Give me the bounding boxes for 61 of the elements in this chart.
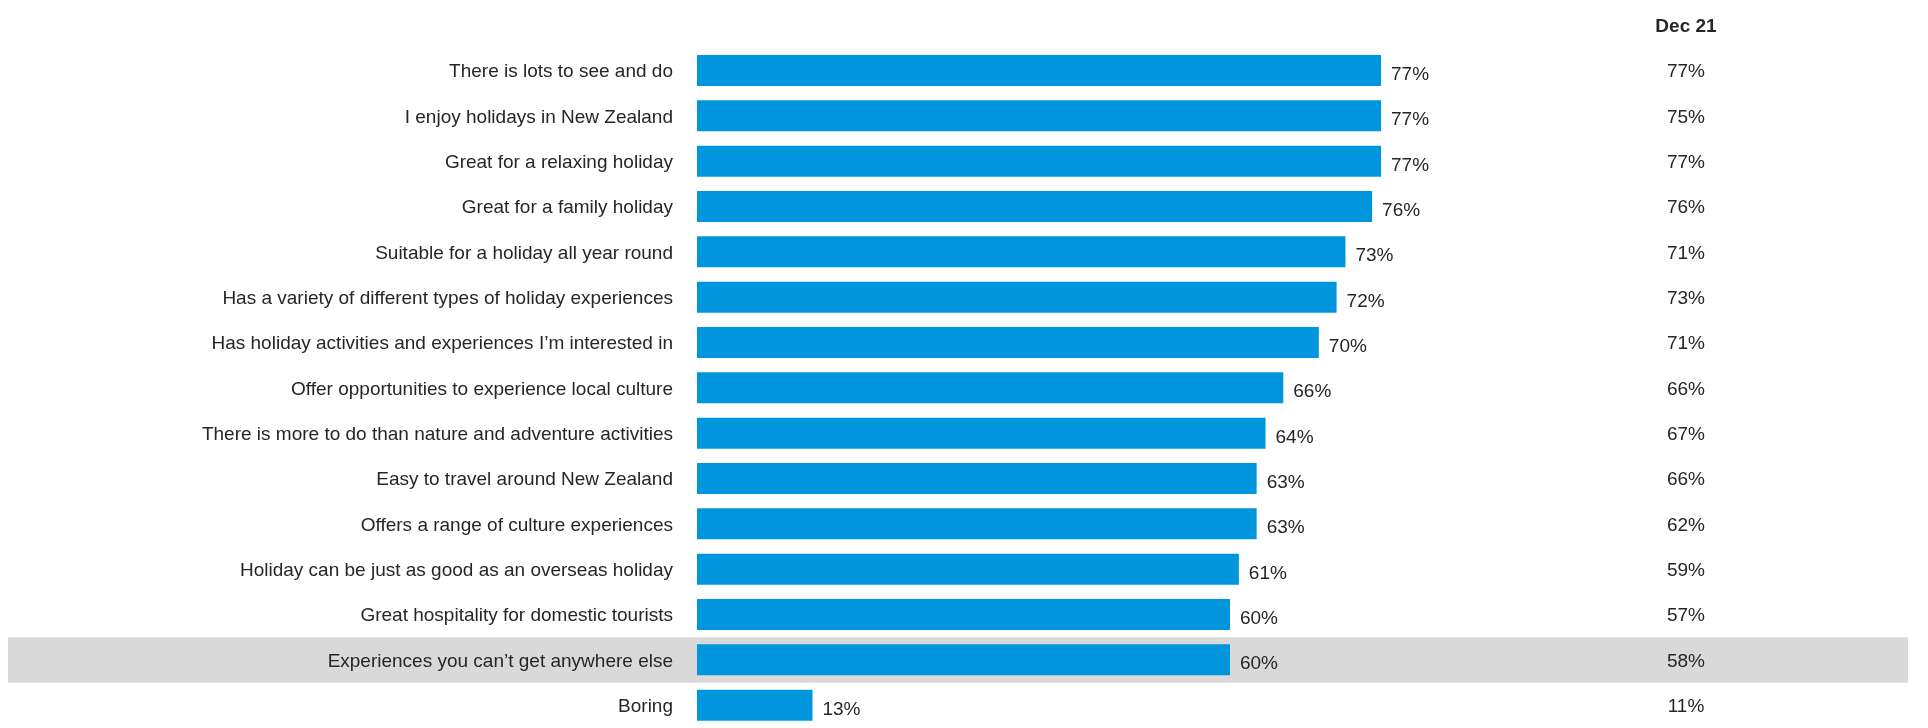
data-label: 75% <box>1666 105 1706 127</box>
bar <box>697 463 1257 494</box>
y-tick-label: Great for a relaxing holiday <box>444 151 674 173</box>
data-label: 77% <box>1666 150 1706 172</box>
data-label: 77% <box>1391 153 1430 175</box>
data-label: 70% <box>1328 335 1367 357</box>
y-tick-label: Offers a range of culture experiences <box>360 513 673 535</box>
bar <box>697 281 1337 313</box>
y-tick-label: Suitable for a holiday all year round <box>375 241 673 263</box>
data-label: 73% <box>1666 286 1706 308</box>
data-label: 72% <box>1346 289 1385 311</box>
bar <box>697 689 813 721</box>
bar <box>697 327 1319 358</box>
y-tick-label: Has holiday activities and experiences I’m interested in <box>211 332 673 354</box>
data-label: 11% <box>1667 694 1705 716</box>
bar <box>697 145 1381 177</box>
data-label: 66% <box>1666 377 1706 399</box>
data-label: 62% <box>1666 513 1706 535</box>
data-label: 77% <box>1666 60 1706 82</box>
data-label: 58% <box>1666 649 1706 671</box>
data-label: 77% <box>1391 108 1430 130</box>
y-tick-label: Offer opportunities to experience local culture <box>291 377 673 399</box>
data-label: 13% <box>822 697 861 719</box>
data-label: 66% <box>1666 468 1706 490</box>
data-label: 67% <box>1666 422 1706 444</box>
data-label: 76% <box>1666 196 1706 218</box>
data-label: 59% <box>1666 558 1706 580</box>
data-label: 77% <box>1391 63 1430 85</box>
bar <box>697 508 1257 540</box>
y-tick-label: Experiences you can’t get anywhere else <box>327 649 673 671</box>
bar <box>697 236 1346 268</box>
y-tick-label: Has a variety of different types of holiday experiences <box>222 287 673 309</box>
bar <box>697 553 1239 585</box>
data-label: 73% <box>1355 244 1394 266</box>
y-tick-label: Great hospitality for domestic tourists <box>360 604 673 626</box>
bar <box>697 55 1381 86</box>
bar <box>697 100 1381 132</box>
data-label: 60% <box>1239 652 1279 674</box>
bar <box>697 372 1284 404</box>
y-tick-label: There is lots to see and do <box>449 60 673 82</box>
data-label: 71% <box>1666 241 1706 263</box>
data-label: 60% <box>1239 607 1279 629</box>
y-tick-label: I enjoy holidays in New Zealand <box>404 105 673 127</box>
data-label: 63% <box>1266 471 1305 493</box>
data-label: 61% <box>1248 561 1287 583</box>
bar <box>697 417 1266 449</box>
data-label: 63% <box>1266 516 1305 538</box>
bar <box>697 191 1373 222</box>
text: Dec 21 <box>1655 15 1718 36</box>
bar <box>697 599 1230 630</box>
y-tick-label: Great for a family holiday <box>461 196 674 218</box>
bar <box>697 644 1230 676</box>
data-label: 64% <box>1275 425 1314 447</box>
data-label: 57% <box>1666 604 1706 626</box>
y-tick-label: There is more to do than nature and adventure activities <box>201 423 673 445</box>
data-label: 76% <box>1382 199 1421 221</box>
y-tick-label: Boring <box>618 695 673 717</box>
data-label: 71% <box>1666 332 1706 354</box>
data-label: 66% <box>1293 380 1332 402</box>
y-tick-label: Easy to travel around New Zealand <box>376 468 673 490</box>
y-tick-label: Holiday can be just as good as an overseas holiday <box>239 559 674 581</box>
